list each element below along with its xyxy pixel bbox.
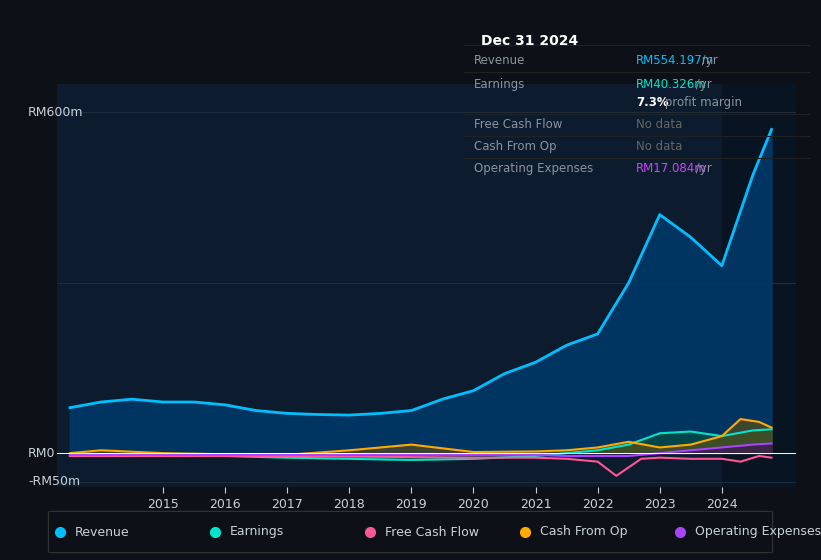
- Text: RM600m: RM600m: [28, 106, 84, 119]
- Text: Revenue: Revenue: [75, 525, 129, 539]
- Text: /yr: /yr: [692, 161, 712, 175]
- Text: Revenue: Revenue: [475, 54, 525, 67]
- Text: Free Cash Flow: Free Cash Flow: [384, 525, 479, 539]
- Text: RM17.084m: RM17.084m: [636, 161, 707, 175]
- Text: Cash From Op: Cash From Op: [540, 525, 627, 539]
- Text: Operating Expenses: Operating Expenses: [475, 161, 594, 175]
- Text: -RM50m: -RM50m: [28, 475, 80, 488]
- Text: RM554.197m: RM554.197m: [636, 54, 714, 67]
- Text: No data: No data: [636, 118, 682, 131]
- Text: No data: No data: [636, 139, 682, 153]
- Text: RM0: RM0: [28, 447, 55, 460]
- Text: Cash From Op: Cash From Op: [475, 139, 557, 153]
- Text: Earnings: Earnings: [475, 77, 525, 91]
- Text: profit margin: profit margin: [661, 96, 742, 109]
- Text: RM40.326m: RM40.326m: [636, 77, 707, 91]
- Text: /yr: /yr: [699, 54, 718, 67]
- Text: Earnings: Earnings: [230, 525, 284, 539]
- Text: Dec 31 2024: Dec 31 2024: [481, 34, 578, 48]
- Text: Free Cash Flow: Free Cash Flow: [475, 118, 562, 131]
- Text: 7.3%: 7.3%: [636, 96, 669, 109]
- Text: /yr: /yr: [692, 77, 712, 91]
- Bar: [722, 84, 796, 487]
- Text: Operating Expenses: Operating Expenses: [695, 525, 821, 539]
